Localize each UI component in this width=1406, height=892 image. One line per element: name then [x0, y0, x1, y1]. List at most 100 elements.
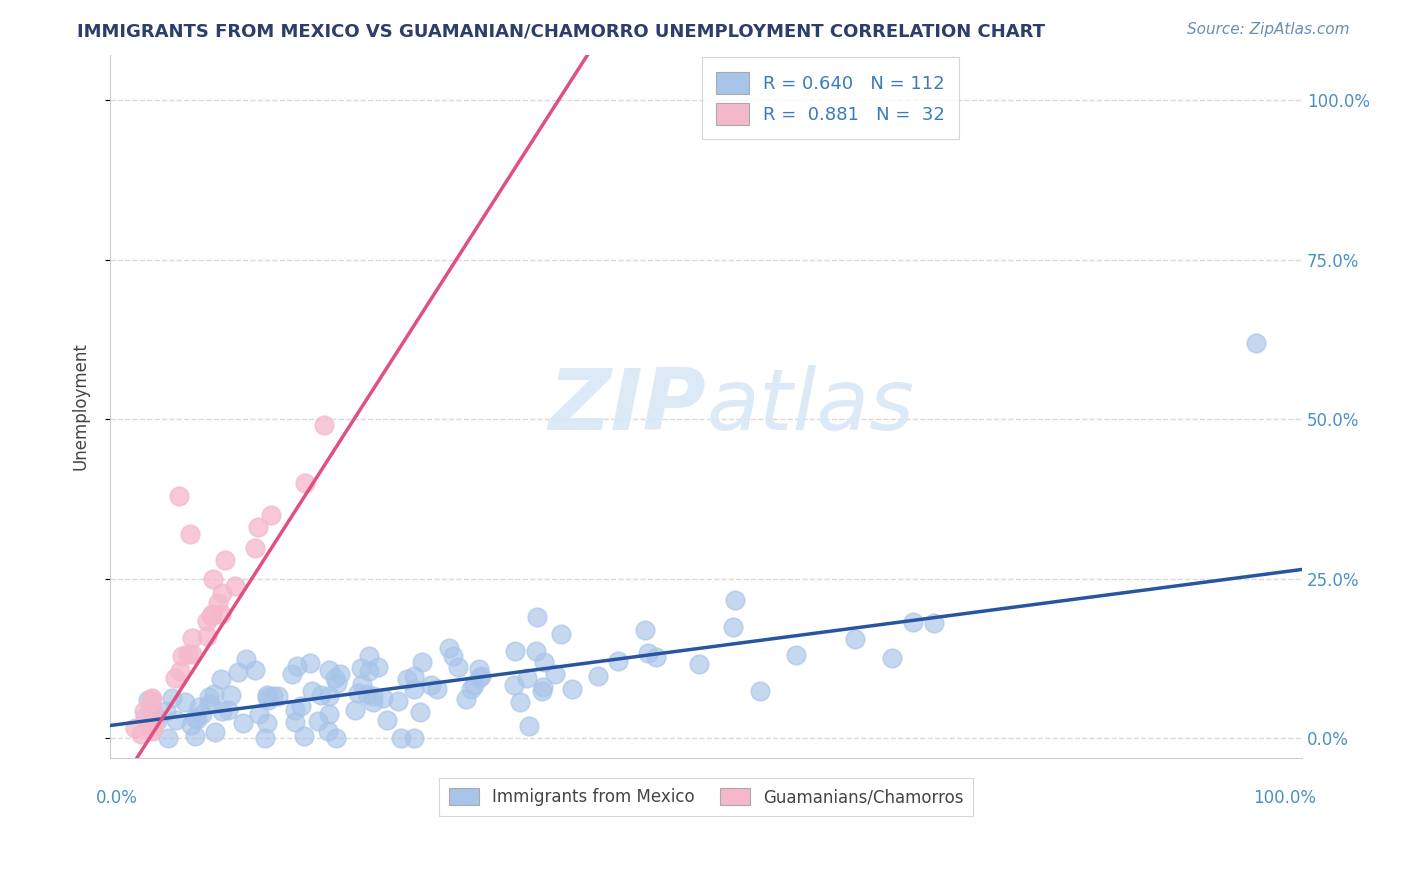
Point — [145, 709, 167, 723]
Point — [209, 607, 232, 621]
Point — [402, 669, 425, 683]
Point — [531, 684, 554, 698]
Point — [437, 641, 460, 656]
Point — [588, 669, 610, 683]
Point — [188, 699, 211, 714]
Point — [169, 664, 191, 678]
Point — [197, 690, 219, 705]
Point — [922, 615, 945, 630]
Point — [195, 629, 218, 643]
Point — [232, 716, 254, 731]
Point — [396, 672, 419, 686]
Point — [235, 652, 257, 666]
Point — [307, 714, 329, 729]
Point — [503, 644, 526, 658]
Point — [314, 417, 336, 432]
Point — [155, 705, 177, 719]
Point — [209, 672, 232, 686]
Point — [284, 703, 307, 717]
Point — [880, 651, 903, 665]
Point — [463, 678, 485, 692]
Point — [509, 696, 531, 710]
Point — [325, 731, 347, 746]
Point — [359, 649, 381, 664]
Point — [301, 684, 323, 698]
Point — [356, 687, 378, 701]
Point — [375, 714, 398, 728]
Point — [785, 648, 807, 662]
Legend: Immigrants from Mexico, Guamanians/Chamorros: Immigrants from Mexico, Guamanians/Chamo… — [439, 778, 973, 816]
Point — [259, 508, 281, 522]
Point — [256, 716, 278, 731]
Point — [404, 731, 426, 746]
Point — [267, 689, 290, 703]
Point — [256, 690, 278, 704]
Point — [411, 655, 433, 669]
Text: Source: ZipAtlas.com: Source: ZipAtlas.com — [1187, 22, 1350, 37]
Point — [346, 686, 368, 700]
Point — [134, 704, 156, 718]
Point — [561, 682, 583, 697]
Point — [177, 647, 200, 661]
Point — [247, 706, 270, 721]
Point — [634, 623, 657, 637]
Point — [165, 671, 187, 685]
Point — [224, 579, 246, 593]
Point — [531, 680, 554, 694]
Text: 0.0%: 0.0% — [96, 789, 138, 807]
Point — [359, 664, 381, 678]
Y-axis label: Unemployment: Unemployment — [72, 343, 89, 470]
Point — [323, 671, 346, 685]
Point — [526, 609, 548, 624]
Point — [408, 705, 430, 719]
Point — [749, 684, 772, 698]
Text: 100.0%: 100.0% — [1253, 789, 1316, 807]
Point — [460, 681, 482, 696]
Point — [467, 662, 489, 676]
Point — [441, 649, 464, 664]
Point — [361, 690, 384, 704]
Point — [179, 527, 201, 541]
Point — [281, 667, 304, 681]
Point — [124, 721, 146, 735]
Point — [145, 714, 167, 728]
Point — [361, 695, 384, 709]
Point — [285, 659, 308, 673]
Point — [129, 727, 152, 741]
Point — [253, 731, 276, 746]
Point — [284, 714, 307, 729]
Point — [533, 655, 555, 669]
Point — [344, 703, 367, 717]
Point — [219, 689, 242, 703]
Point — [201, 607, 224, 622]
Point — [367, 660, 389, 674]
Point — [468, 671, 491, 685]
Point — [256, 688, 278, 702]
Point — [214, 552, 236, 566]
Point — [516, 671, 538, 685]
Point — [550, 627, 572, 641]
Point — [217, 703, 239, 717]
Point — [901, 615, 924, 629]
Point — [350, 661, 373, 675]
Text: IMMIGRANTS FROM MEXICO VS GUAMANIAN/CHAMORRO UNEMPLOYMENT CORRELATION CHART: IMMIGRANTS FROM MEXICO VS GUAMANIAN/CHAM… — [77, 22, 1045, 40]
Point — [470, 669, 492, 683]
Text: atlas: atlas — [706, 365, 914, 448]
Point — [294, 476, 316, 491]
Point — [134, 709, 156, 723]
Point — [404, 681, 426, 696]
Point — [165, 714, 187, 728]
Point — [160, 691, 183, 706]
Point — [141, 693, 163, 707]
Point — [318, 663, 340, 677]
Point — [141, 723, 163, 738]
Point — [184, 711, 207, 725]
Point — [298, 656, 321, 670]
Text: ZIP: ZIP — [548, 365, 706, 448]
Point — [352, 677, 374, 691]
Point — [247, 520, 270, 534]
Point — [202, 572, 225, 586]
Point — [181, 631, 204, 645]
Point — [207, 596, 229, 610]
Point — [211, 586, 233, 600]
